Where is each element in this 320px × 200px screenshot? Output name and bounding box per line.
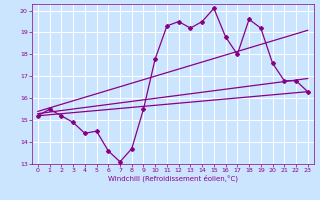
- X-axis label: Windchill (Refroidissement éolien,°C): Windchill (Refroidissement éolien,°C): [108, 175, 238, 182]
